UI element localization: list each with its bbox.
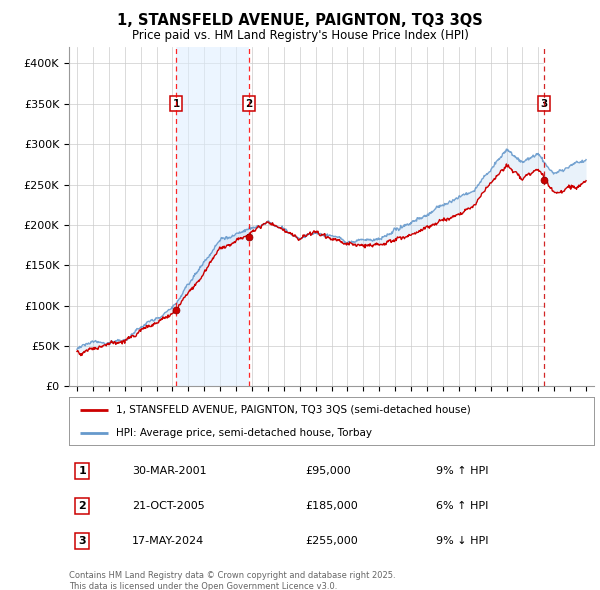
Text: 2: 2	[245, 99, 253, 109]
Text: 1: 1	[78, 466, 86, 476]
Text: HPI: Average price, semi-detached house, Torbay: HPI: Average price, semi-detached house,…	[116, 428, 372, 438]
Bar	[544, 47, 594, 386]
Text: 1, STANSFELD AVENUE, PAIGNTON, TQ3 3QS: 1, STANSFELD AVENUE, PAIGNTON, TQ3 3QS	[117, 13, 483, 28]
Text: 1, STANSFELD AVENUE, PAIGNTON, TQ3 3QS (semi-detached house): 1, STANSFELD AVENUE, PAIGNTON, TQ3 3QS (…	[116, 405, 471, 415]
Text: Price paid vs. HM Land Registry's House Price Index (HPI): Price paid vs. HM Land Registry's House …	[131, 30, 469, 42]
Text: 30-MAR-2001: 30-MAR-2001	[132, 466, 206, 476]
Bar	[176, 47, 249, 386]
Text: 6% ↑ HPI: 6% ↑ HPI	[437, 501, 489, 511]
Text: 2: 2	[78, 501, 86, 511]
Text: £255,000: £255,000	[305, 536, 358, 546]
Text: 21-OCT-2005: 21-OCT-2005	[132, 501, 205, 511]
Text: 9% ↑ HPI: 9% ↑ HPI	[437, 466, 489, 476]
Bar	[544, 47, 594, 386]
Text: 3: 3	[541, 99, 548, 109]
Text: £95,000: £95,000	[305, 466, 351, 476]
Text: 17-MAY-2024: 17-MAY-2024	[132, 536, 204, 546]
Text: 9% ↓ HPI: 9% ↓ HPI	[437, 536, 489, 546]
Text: £185,000: £185,000	[305, 501, 358, 511]
Text: 3: 3	[79, 536, 86, 546]
Text: Contains HM Land Registry data © Crown copyright and database right 2025.
This d: Contains HM Land Registry data © Crown c…	[69, 571, 395, 590]
Text: 1: 1	[173, 99, 180, 109]
